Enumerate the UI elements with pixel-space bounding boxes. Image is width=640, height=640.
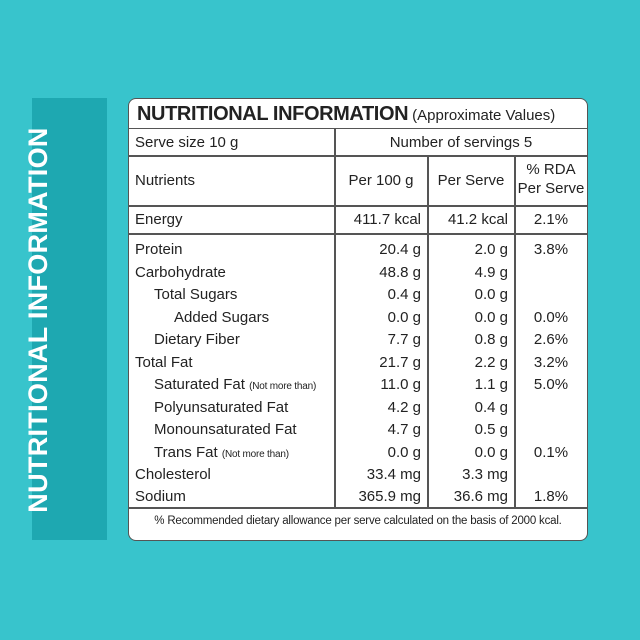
nutrient-perserve: 36.6 mg (453, 488, 508, 505)
nutrient-per100: 21.7 g (379, 353, 421, 371)
divider-serve (334, 129, 336, 156)
nutrient-rda: 2.6% (533, 331, 569, 348)
nutrition-panel: NUTRITIONAL INFORMATION (Approximate Valu… (128, 98, 588, 541)
panel-subtitle: (Approximate Values) (412, 107, 556, 124)
side-band (32, 98, 107, 540)
nutrient-per100: 0.4 g (387, 286, 421, 303)
nutrient-per100: 0.0 g (387, 308, 421, 326)
nutrient-per100: 365.9 mg (358, 488, 421, 505)
nutrient-name: Carbohydrate (135, 263, 226, 281)
nutrient-per100: 33.4 mg (366, 466, 421, 483)
serve-size: Serve size 10 g (135, 134, 239, 151)
nutrient-perserve: 2.0 g (474, 241, 508, 258)
nutrient-rda: 5.0% (533, 376, 569, 393)
nutrient-perserve: 2.2 g (474, 353, 508, 371)
nutrient-name: Dietary Fiber (154, 331, 240, 348)
col-per100: Per 100 g (348, 172, 414, 189)
nutrient-rda: 3.8% (533, 241, 569, 258)
divider-col2 (427, 155, 429, 508)
divider-col1 (334, 155, 336, 508)
nutrient-name: Monounsaturated Fat (154, 421, 297, 438)
nutrient-name: Saturated Fat (Not more than) (154, 376, 316, 396)
nutrient-name: Total Sugars (154, 286, 238, 303)
nutrient-name: Polyunsaturated Fat (154, 398, 289, 416)
nutrient-label: Trans Fat (154, 443, 218, 461)
nutrient-perserve: 0.5 g (474, 421, 508, 438)
nutrient-note: (Not more than) (221, 448, 289, 460)
nutrient-rda: 3.2% (533, 353, 569, 371)
energy-perserve: 41.2 kcal (447, 211, 508, 228)
rule-header-bottom (129, 205, 587, 207)
energy-name: Energy (135, 211, 183, 228)
footnote: % Recommended dietary allowance per serv… (154, 515, 562, 527)
nutrient-per100: 0.0 g (387, 443, 421, 461)
nutrient-perserve: 0.0 g (474, 308, 508, 326)
nutrient-name: Added Sugars (174, 308, 270, 326)
nutrient-per100: 48.8 g (379, 263, 421, 281)
col-rda-line2: Per Serve (517, 180, 585, 197)
nutrient-name: Sodium (135, 488, 186, 505)
nutrient-per100: 20.4 g (379, 241, 421, 258)
nutrient-name: Protein (135, 241, 183, 258)
nutrient-name: Trans Fat (Not more than) (154, 444, 289, 464)
col-nutrients: Nutrients (135, 172, 196, 189)
panel-title: NUTRITIONAL INFORMATION (137, 103, 409, 125)
nutrient-perserve: 4.9 g (474, 263, 508, 281)
nutrient-per100: 7.7 g (387, 331, 421, 348)
nutrient-name: Cholesterol (135, 466, 211, 483)
nutrient-perserve: 0.4 g (474, 398, 508, 416)
nutrient-per100: 11.0 g (380, 376, 421, 393)
energy-rda: 2.1% (533, 211, 569, 228)
nutrient-perserve: 0.0 g (474, 286, 508, 303)
servings-count: Number of servings 5 (389, 134, 533, 151)
nutrient-rda: 0.0% (533, 308, 569, 326)
panel-header: NUTRITIONAL INFORMATION (Approximate Valu… (129, 99, 587, 129)
side-title: NUTRITIONAL INFORMATION (23, 127, 53, 513)
col-rda-line1: % RDA (526, 161, 576, 178)
rule-body-bottom (129, 507, 587, 509)
nutrient-rda: 0.1% (533, 443, 569, 461)
col-perserve: Per Serve (437, 172, 505, 189)
nutrient-name: Total Fat (135, 353, 193, 371)
nutrient-perserve: 1.1 g (474, 376, 508, 393)
nutrient-label: Saturated Fat (154, 376, 245, 393)
divider-col3 (514, 155, 516, 508)
rule-serve-bottom (129, 155, 587, 157)
nutrient-per100: 4.7 g (387, 421, 421, 438)
nutrient-perserve: 0.0 g (474, 443, 508, 461)
nutrient-perserve: 0.8 g (474, 331, 508, 348)
energy-per100: 411.7 kcal (353, 211, 421, 228)
nutrient-rda: 1.8% (533, 488, 569, 505)
rule-energy-bottom (129, 233, 587, 235)
nutrient-note: (Not more than) (249, 381, 317, 392)
nutrient-perserve: 3.3 mg (462, 466, 508, 483)
nutrient-per100: 4.2 g (387, 398, 421, 416)
